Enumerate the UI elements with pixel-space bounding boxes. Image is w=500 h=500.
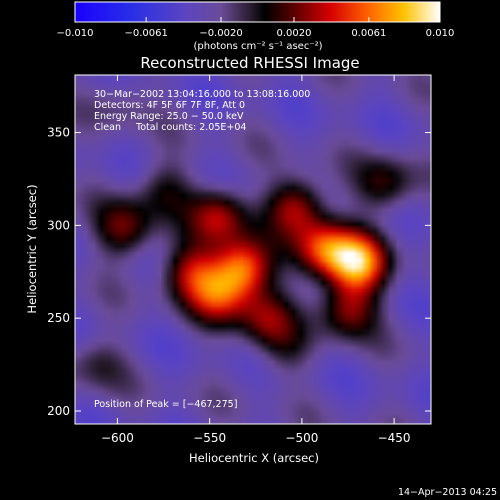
x-axis-label: Heliocentric X (arcsec) (189, 451, 319, 465)
y-tick-label: 200 (47, 404, 70, 418)
plot-frame (74, 74, 432, 425)
y-axis-label: Heliocentric Y (arcsec) (25, 184, 39, 313)
colorbar-tick-label: 0.0061 (351, 28, 386, 39)
annotation-peak-position: Position of Peak = [−467,275] (94, 399, 237, 410)
colorbar-unit-label: (photons cm⁻² s⁻¹ asec⁻²) (193, 41, 322, 52)
annotation-clean-counts: Clean Total counts: 2.05E+04 (94, 122, 246, 133)
heatmap-image (75, 75, 431, 424)
plot-area: −600 −550 −500 −450 200 250 300 350 (47, 74, 432, 445)
chart-title: Reconstructed RHESSI Image (140, 54, 359, 72)
colorbar-gradient (75, 2, 440, 22)
annotation-detectors: Detectors: 4F 5F 6F 7F 8F, Att 0 (94, 100, 245, 111)
x-tick-label: −550 (193, 431, 226, 445)
timestamp: 14−Apr−2013 04:25 (398, 487, 497, 498)
colorbar-tick-label: −0.0020 (199, 28, 242, 39)
x-tick-label: −500 (285, 431, 318, 445)
colorbar-tick-label: −0.0061 (124, 28, 167, 39)
y-tick-label: 250 (47, 311, 70, 325)
axis-ticks: −600 −550 −500 −450 200 250 300 350 (47, 75, 431, 445)
annotation-time-range: 30−Mar−2002 13:04:16.000 to 13:08:16.000 (94, 89, 310, 100)
colorbar-ticks: −0.010 −0.0061 −0.0020 0.0020 0.0061 0.010 (56, 17, 454, 39)
colorbar: −0.010 −0.0061 −0.0020 0.0020 0.0061 0.010 (p… (56, 1, 454, 52)
annotation-energy-range: Energy Range: 25.0 − 50.0 keV (94, 111, 244, 122)
y-tick-label: 350 (47, 126, 70, 140)
x-tick-label: −450 (378, 431, 411, 445)
colorbar-tick-label: 0.0020 (277, 28, 312, 39)
x-tick-label: −600 (101, 431, 134, 445)
colorbar-tick-label: 0.010 (426, 28, 455, 39)
colorbar-tick-label: −0.010 (56, 28, 93, 39)
colorbar-frame (74, 1, 441, 23)
y-tick-label: 300 (47, 218, 70, 232)
plot-annotations: 30−Mar−2002 13:04:16.000 to 13:08:16.000… (94, 89, 310, 410)
